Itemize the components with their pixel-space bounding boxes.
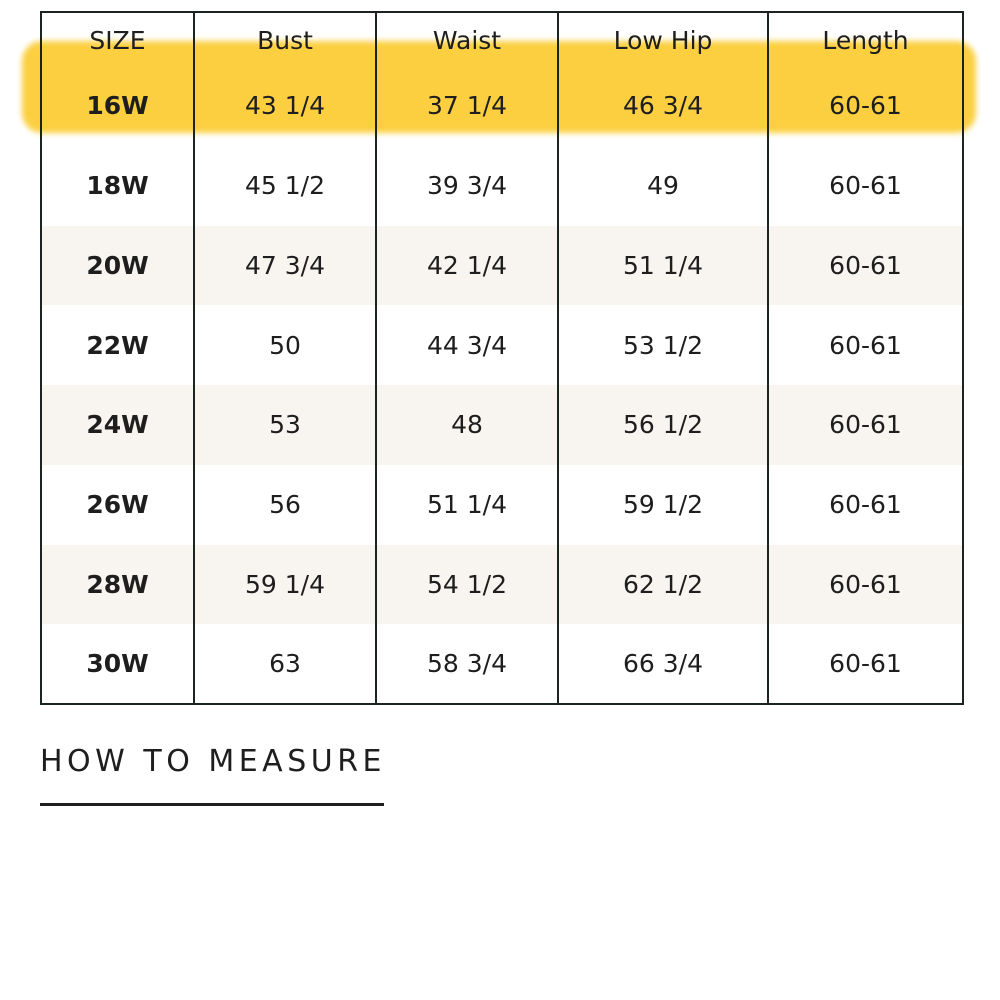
bust-cell: 59 1/4 [193, 544, 377, 625]
table-header-row: SIZE Bust Waist Low Hip Length [40, 12, 964, 66]
table-row: 18W 45 1/2 39 3/4 49 60-61 [40, 145, 964, 226]
bust-cell: 50 [193, 305, 377, 385]
bust-cell: 45 1/2 [193, 145, 377, 226]
size-cell: 30W [40, 624, 195, 704]
header-bust: Bust [193, 12, 377, 66]
waist-cell: 39 3/4 [375, 145, 559, 226]
bust-cell: 43 1/4 [193, 66, 377, 146]
waist-cell: 44 3/4 [375, 305, 559, 385]
low-hip-cell: 59 1/2 [557, 464, 769, 545]
length-cell: 60-61 [767, 385, 964, 465]
low-hip-cell: 53 1/2 [557, 305, 769, 385]
table-row: 24W 53 48 56 1/2 60-61 [40, 385, 964, 465]
header-size: SIZE [40, 12, 195, 66]
waist-cell: 42 1/4 [375, 225, 559, 306]
waist-cell: 51 1/4 [375, 464, 559, 545]
size-chart: SIZE Bust Waist Low Hip Length 16W 43 1/… [22, 11, 976, 705]
size-cell: 26W [40, 464, 195, 545]
waist-cell: 58 3/4 [375, 624, 559, 704]
how-to-measure-heading[interactable]: HOW TO MEASURE [40, 744, 387, 779]
low-hip-cell: 46 3/4 [557, 66, 769, 146]
size-cell: 22W [40, 305, 195, 385]
size-cell: 16W [40, 66, 195, 146]
length-cell: 60-61 [767, 464, 964, 545]
table-row: 28W 59 1/4 54 1/2 62 1/2 60-61 [40, 544, 964, 625]
length-cell: 60-61 [767, 145, 964, 226]
bust-cell: 47 3/4 [193, 225, 377, 306]
table-row: 16W 43 1/4 37 1/4 46 3/4 60-61 [40, 66, 964, 146]
table-row: 30W 63 58 3/4 66 3/4 60-61 [40, 624, 964, 704]
table-row: 22W 50 44 3/4 53 1/2 60-61 [40, 305, 964, 385]
low-hip-cell: 66 3/4 [557, 624, 769, 704]
header-length: Length [767, 12, 964, 66]
header-low-hip: Low Hip [557, 12, 769, 66]
header-waist: Waist [375, 12, 559, 66]
bust-cell: 56 [193, 464, 377, 545]
size-cell: 20W [40, 225, 195, 306]
low-hip-cell: 62 1/2 [557, 544, 769, 625]
size-cell: 24W [40, 385, 195, 465]
waist-cell: 48 [375, 385, 559, 465]
bust-cell: 63 [193, 624, 377, 704]
low-hip-cell: 56 1/2 [557, 385, 769, 465]
length-cell: 60-61 [767, 225, 964, 306]
length-cell: 60-61 [767, 305, 964, 385]
size-cell: 18W [40, 145, 195, 226]
bust-cell: 53 [193, 385, 377, 465]
low-hip-cell: 49 [557, 145, 769, 226]
waist-cell: 54 1/2 [375, 544, 559, 625]
how-to-measure-underline [40, 803, 384, 806]
size-chart-table: SIZE Bust Waist Low Hip Length 16W 43 1/… [40, 11, 964, 705]
size-cell: 28W [40, 544, 195, 625]
waist-cell: 37 1/4 [375, 66, 559, 146]
table-row: 26W 56 51 1/4 59 1/2 60-61 [40, 464, 964, 545]
low-hip-cell: 51 1/4 [557, 225, 769, 306]
length-cell: 60-61 [767, 66, 964, 146]
table-row: 20W 47 3/4 42 1/4 51 1/4 60-61 [40, 225, 964, 306]
length-cell: 60-61 [767, 544, 964, 625]
length-cell: 60-61 [767, 624, 964, 704]
